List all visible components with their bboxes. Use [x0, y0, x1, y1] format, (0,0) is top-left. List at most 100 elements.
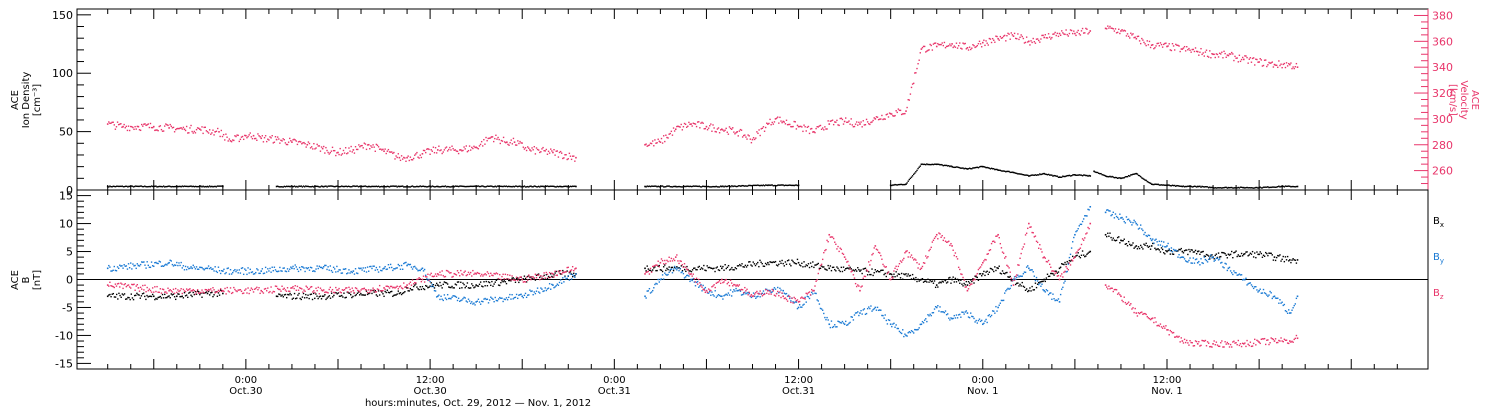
- by-series-point: [790, 300, 792, 302]
- by-series-point: [806, 295, 809, 298]
- by-series-point: [1059, 293, 1062, 296]
- density-series-point: [1179, 185, 1181, 187]
- density-series-point: [981, 165, 984, 168]
- by-series-point: [1058, 301, 1061, 303]
- bx-series-point: [496, 278, 499, 281]
- density-series-point: [1113, 176, 1116, 179]
- bx-series-point: [1190, 249, 1192, 251]
- velocity-series-point: [287, 141, 290, 143]
- density-series-point: [173, 185, 176, 188]
- velocity-series-point: [1042, 34, 1044, 37]
- density-series-point: [934, 163, 937, 165]
- velocity-series-point: [876, 116, 879, 118]
- density-series-point: [351, 185, 353, 188]
- density-series-point: [488, 185, 491, 187]
- by-series-point: [967, 316, 970, 318]
- bz-series-point: [267, 287, 269, 289]
- velocity-series-point: [1273, 63, 1276, 66]
- bx-series-point: [684, 268, 686, 271]
- bz-series-point: [976, 272, 979, 275]
- bx-series-point: [725, 267, 727, 270]
- by-series-point: [1081, 220, 1084, 223]
- density-series-point: [562, 186, 564, 188]
- by-series-point: [935, 306, 938, 309]
- density-series-point: [1001, 170, 1004, 172]
- by-series-point: [110, 270, 112, 272]
- bx-series-point: [1295, 262, 1298, 264]
- bz-series-point: [419, 277, 421, 280]
- bz-series-point: [979, 266, 982, 268]
- velocity-series-point: [905, 110, 907, 112]
- bx-series-point: [705, 269, 707, 272]
- density-series-point: [1143, 178, 1145, 180]
- density-series-point: [325, 185, 327, 187]
- bx-series-point: [1125, 243, 1128, 245]
- bx-series-point: [1068, 259, 1071, 262]
- density-series-point: [438, 186, 440, 188]
- velocity-series-point: [906, 106, 908, 109]
- density-series-point: [1218, 187, 1221, 189]
- density-series-point: [957, 166, 960, 169]
- by-series-point: [123, 264, 125, 266]
- density-series-point: [510, 185, 512, 188]
- bz-series-point: [1213, 340, 1215, 342]
- bz-series-point: [463, 271, 465, 274]
- velocity-series-point: [974, 46, 976, 49]
- bz-series-point: [942, 239, 945, 242]
- bz-series-point: [183, 290, 186, 292]
- bx-series-point: [482, 286, 484, 288]
- bx-series: [1104, 232, 1299, 264]
- velocity-series-point: [1074, 32, 1076, 35]
- velocity-series-point: [665, 134, 667, 136]
- by-series-point: [293, 267, 295, 270]
- velocity-series-point: [328, 153, 330, 155]
- y-right-tick-label: 360: [1432, 35, 1453, 48]
- density-series-point: [761, 184, 763, 187]
- bx-series-point: [509, 279, 511, 282]
- by-series-point: [385, 268, 387, 271]
- bx-series-point: [129, 298, 131, 301]
- bx-series-point: [892, 275, 894, 278]
- velocity-series-point: [1057, 35, 1060, 38]
- bx-series-point: [815, 264, 817, 266]
- velocity-series-point: [507, 143, 509, 146]
- by-series-point: [506, 298, 509, 301]
- bx-series-point: [308, 297, 310, 300]
- bx-series-point: [548, 276, 551, 279]
- velocity-series-point: [825, 128, 827, 130]
- by-series-point: [1116, 216, 1119, 219]
- velocity-series-point: [747, 134, 749, 136]
- bz-series-point: [1165, 325, 1167, 327]
- bz-series-point: [802, 297, 804, 299]
- by-series-point: [279, 266, 281, 269]
- by-series-point: [205, 267, 208, 269]
- bx-series-point: [468, 287, 471, 289]
- bx-series-point: [760, 261, 762, 263]
- density-series-point: [779, 184, 781, 186]
- density-series-point: [394, 185, 396, 188]
- bz-series-point: [376, 288, 379, 290]
- bz-series-point: [853, 277, 856, 279]
- velocity-series-point: [477, 148, 480, 150]
- bz-series-point: [1155, 321, 1157, 323]
- bx-series-point: [149, 295, 152, 297]
- bx-series-point: [794, 262, 796, 265]
- density-series-point: [535, 186, 538, 188]
- density-series-point: [436, 185, 439, 188]
- bz-series-point: [1131, 308, 1133, 310]
- velocity-series-point: [717, 127, 720, 129]
- velocity-series-point: [679, 126, 681, 128]
- velocity-series-point: [228, 138, 231, 140]
- by-series-point: [662, 278, 665, 280]
- by-series-point: [370, 265, 372, 268]
- velocity-series-point: [1207, 56, 1210, 58]
- by-series-point: [164, 264, 166, 266]
- bz-series-point: [1169, 329, 1172, 332]
- velocity-series-point: [1156, 42, 1158, 45]
- bz-series-point: [218, 290, 221, 293]
- velocity-series-point: [956, 47, 959, 49]
- by-series-point: [337, 270, 339, 273]
- density-series-point: [417, 186, 419, 188]
- bx-series-point: [773, 261, 776, 263]
- density-series-point: [696, 185, 698, 187]
